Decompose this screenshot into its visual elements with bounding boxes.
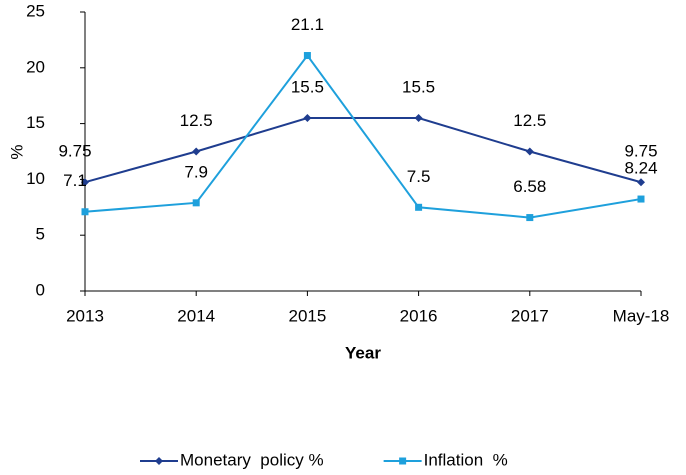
data-label: 7.5 <box>407 167 431 186</box>
y-tick-label: 0 <box>36 280 45 299</box>
x-tick-label: 2016 <box>400 306 438 325</box>
data-label: 15.5 <box>291 78 324 97</box>
data-point <box>526 214 534 222</box>
data-point <box>81 208 89 216</box>
y-tick-label: 15 <box>26 113 45 132</box>
y-tick-label: 25 <box>26 1 45 20</box>
x-tick-label: 2015 <box>288 306 326 325</box>
data-point <box>192 199 200 207</box>
legend-marker <box>399 457 407 465</box>
y-tick-label: 10 <box>26 169 45 188</box>
legend-label: Inflation % <box>424 450 508 469</box>
legend-label: Monetary policy % <box>180 450 324 469</box>
data-point <box>81 178 89 187</box>
x-tick-label: 2017 <box>511 306 549 325</box>
data-point <box>303 52 311 60</box>
data-label: 9.75 <box>624 142 657 161</box>
data-label: 6.58 <box>513 177 546 196</box>
data-point <box>415 203 423 211</box>
legend-marker <box>155 457 163 465</box>
data-label: 8.24 <box>624 159 657 178</box>
x-tick-label: 2014 <box>177 306 215 325</box>
y-tick-label: 20 <box>26 57 45 76</box>
y-tick-label: 5 <box>36 225 45 244</box>
y-axis-label: % <box>7 144 26 159</box>
data-label: 21.1 <box>291 15 324 34</box>
series-line <box>84 117 642 184</box>
data-point <box>414 114 423 123</box>
data-label: 12.5 <box>513 111 546 130</box>
x-axis-label: Year <box>345 343 381 362</box>
data-label: 12.5 <box>180 111 213 130</box>
x-tick-label: 2013 <box>66 306 104 325</box>
data-point <box>637 195 645 203</box>
x-tick-label: May-18 <box>613 306 670 325</box>
data-label: 7.9 <box>184 162 208 181</box>
data-point <box>637 178 645 187</box>
data-point <box>192 147 201 156</box>
data-point <box>303 114 312 123</box>
data-point <box>525 147 534 156</box>
data-label: 7.1 <box>63 171 87 190</box>
data-label: 15.5 <box>402 78 435 97</box>
series-line <box>84 53 642 219</box>
data-label: 9.75 <box>58 142 91 161</box>
